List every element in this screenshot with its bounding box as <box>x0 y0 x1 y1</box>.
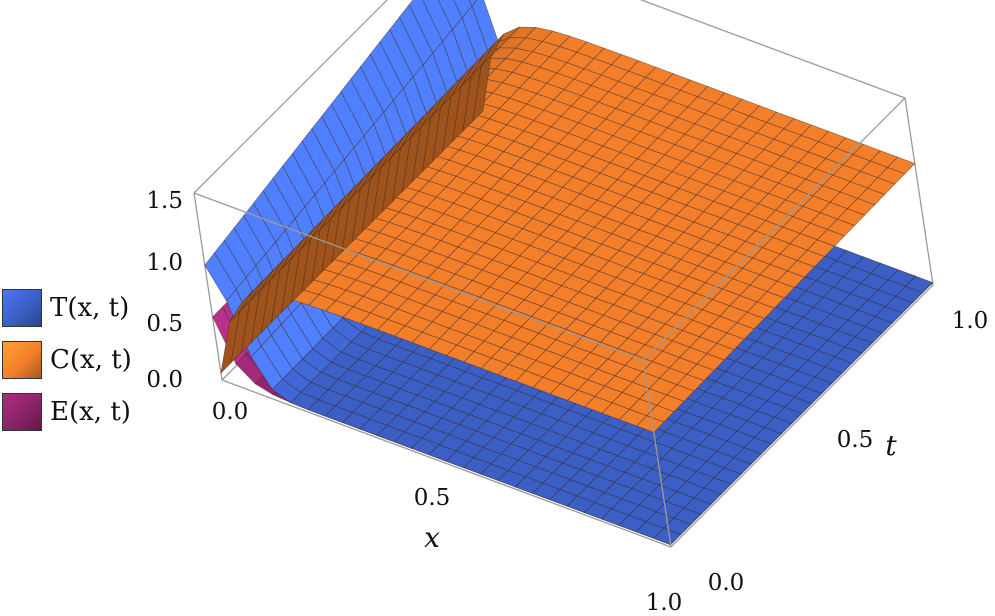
z-tick-label: 1.5 <box>146 188 183 214</box>
legend-swatch-c <box>2 341 42 379</box>
t-tick-label: 0.0 <box>708 570 745 596</box>
x-tick-label: 1.0 <box>646 590 683 616</box>
box-edge <box>904 97 934 286</box>
front-box-frame <box>193 97 934 548</box>
legend-item-e: E(x, t) <box>2 386 132 438</box>
legend-label-e: E(x, t) <box>50 397 131 427</box>
surfaces-group <box>204 0 934 546</box>
box-edge <box>193 0 388 194</box>
box-edge <box>642 97 906 361</box>
x-tick-label: 0.5 <box>414 485 451 511</box>
legend-item-t: T(x, t) <box>2 282 132 334</box>
legend-swatch-e <box>2 393 42 431</box>
c-surface-patch <box>220 310 241 375</box>
t-surface-patch <box>204 252 237 302</box>
legend-label-c: C(x, t) <box>50 345 132 375</box>
x-tick-label: 0.0 <box>212 399 249 425</box>
t-tick-label: 1.0 <box>952 308 989 334</box>
box-edge <box>642 359 672 548</box>
t-axis-label: t <box>885 429 897 462</box>
box-edge <box>670 284 934 548</box>
box-edge <box>221 379 672 548</box>
t-surface-patch <box>468 0 478 7</box>
box-edge <box>193 192 644 361</box>
z-tick-label: 0.5 <box>146 311 183 337</box>
legend: T(x, t) C(x, t) E(x, t) <box>2 282 132 438</box>
box-edge <box>639 0 906 99</box>
surface-c <box>220 26 916 433</box>
legend-label-t: T(x, t) <box>50 293 130 323</box>
z-tick-label: 1.0 <box>146 250 183 276</box>
legend-swatch-t <box>2 289 42 327</box>
legend-item-c: C(x, t) <box>2 334 132 386</box>
box-edge <box>193 192 223 381</box>
z-tick-label: 0.0 <box>146 367 183 393</box>
t-tick-label: 0.5 <box>837 427 874 453</box>
x-axis-label: x <box>424 521 440 554</box>
